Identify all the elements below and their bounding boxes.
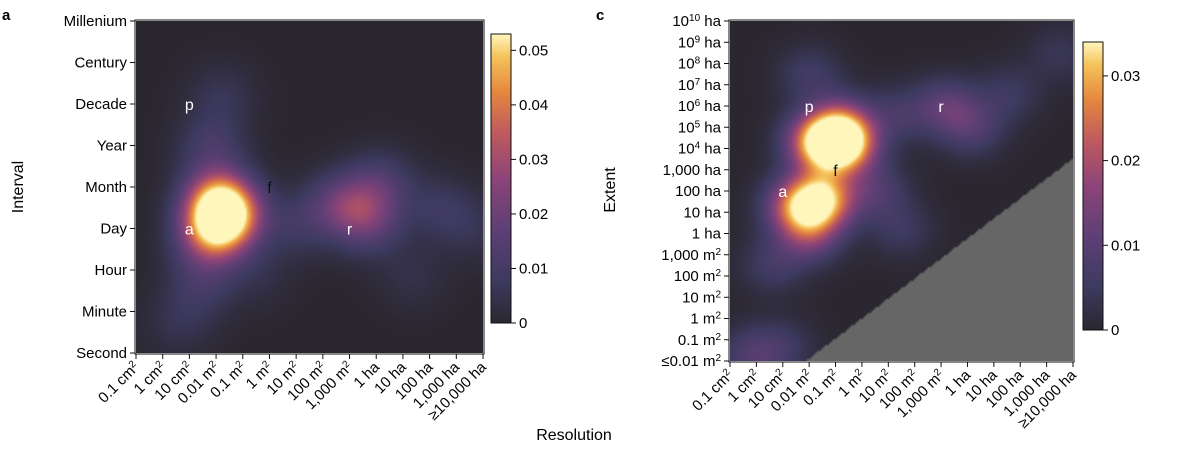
y-tick-label-10-m2: 10 m2 — [682, 289, 721, 307]
y-tick-label-100-ha: 100 ha — [675, 183, 722, 200]
colorbar-tick-label-0: 0 — [519, 315, 527, 332]
y-tick-label-minute: Minute — [82, 304, 127, 321]
point-label-p: p — [185, 97, 194, 114]
point-label-a: a — [778, 184, 787, 201]
point-label-f: f — [833, 163, 838, 180]
panel-c-letter: c — [596, 7, 604, 24]
panel-a-y-ticks: Second Minute Hour Day Month Year Decade Centur… — [64, 13, 135, 362]
shared-x-axis-title: Resolution — [536, 427, 612, 444]
panel-a-y-axis-title: Interval — [10, 161, 27, 213]
y-tick-label-month: Month — [85, 179, 127, 196]
y-tick-label-10e-ha: 106 ha — [678, 98, 722, 116]
panel-a-letter: a — [2, 7, 11, 24]
y-tick-label-10e-ha: 105 ha — [678, 119, 722, 137]
point-label-r: r — [938, 99, 944, 116]
y-tick-label-decade: Decade — [75, 96, 127, 113]
point-label-a: a — [185, 222, 194, 239]
point-label-r: r — [347, 222, 353, 239]
y-tick-label-hour: Hour — [94, 262, 127, 279]
point-label-f: f — [267, 180, 272, 197]
colorbar-tick-label-0-05: 0.05 — [519, 42, 548, 59]
panel-a-colorbar-ticks: 0 0.01 0.02 0.03 0.04 0.05 — [511, 42, 548, 332]
panel-c-colorbar-ticks: 0 0.01 0.02 0.03 — [1103, 68, 1140, 339]
y-tick-label-second: Second — [76, 345, 127, 362]
y-tick-label-year: Year — [97, 138, 127, 155]
panel-c-heatmap — [730, 21, 1073, 361]
y-tick-label-100-m2: 100 m2 — [674, 268, 722, 286]
panel-a-colorbar — [490, 33, 512, 324]
panel-a: a Second Minute Hour Day Month Year Decade Cent… — [2, 7, 548, 424]
colorbar-tick-label-0-04: 0.04 — [519, 97, 548, 114]
panel-c-y-ticks: ≤0.01 m2 0.1 m2 1 m2 10 m2 100 m2 1,000 m2 1 h… — [661, 13, 729, 371]
y-tick-label-10e-ha: 107 ha — [678, 76, 722, 94]
y-tick-label-lte-0-01-m2: ≤0.01 m2 — [661, 353, 721, 371]
panel-a-point-labels: p f a r — [185, 97, 353, 239]
y-tick-label-century: Century — [74, 55, 127, 72]
panel-c-colorbar — [1082, 41, 1104, 331]
y-tick-label-1-m2: 1 m2 — [690, 310, 721, 328]
y-tick-label-10e-ha: 109 ha — [678, 34, 722, 52]
panel-c-y-axis-title: Extent — [602, 167, 619, 213]
panel-a-heatmap — [136, 21, 483, 353]
colorbar-tick-label-0-03: 0.03 — [1111, 68, 1140, 85]
y-tick-label-1-ha: 1 ha — [692, 226, 722, 243]
colorbar-tick-label-0-02: 0.02 — [519, 206, 548, 223]
panel-c: c ≤0.01 m2 0.1 m2 1 m2 10 m2 100 m2 1,000 m2 1… — [596, 7, 1140, 432]
colorbar-tick-label-0-01: 0.01 — [1111, 237, 1140, 254]
colorbar-tick-label-0-02: 0.02 — [1111, 153, 1140, 170]
y-tick-label-10e-ha: 108 ha — [678, 55, 722, 73]
y-tick-label-10-ha: 10 ha — [683, 204, 721, 221]
colorbar-tick-label-0-03: 0.03 — [519, 151, 548, 168]
y-tick-label-1-000-ha: 1,000 ha — [663, 162, 722, 179]
y-tick-label-day: Day — [100, 221, 127, 238]
point-label-p: p — [805, 99, 814, 116]
y-tick-label-0-1-m2: 0.1 m2 — [678, 331, 722, 349]
colorbar-tick-label-0: 0 — [1111, 322, 1119, 339]
y-tick-label-1-000-m2: 1,000 m2 — [661, 246, 721, 264]
colorbar-tick-label-0-01: 0.01 — [519, 260, 548, 277]
y-tick-label-10ee-ha: 1010 ha — [672, 13, 721, 31]
y-tick-label-10e-ha: 104 ha — [678, 140, 722, 158]
y-tick-label-millenium: Millenium — [64, 13, 127, 30]
panel-c-point-labels: p f a r — [778, 99, 944, 201]
